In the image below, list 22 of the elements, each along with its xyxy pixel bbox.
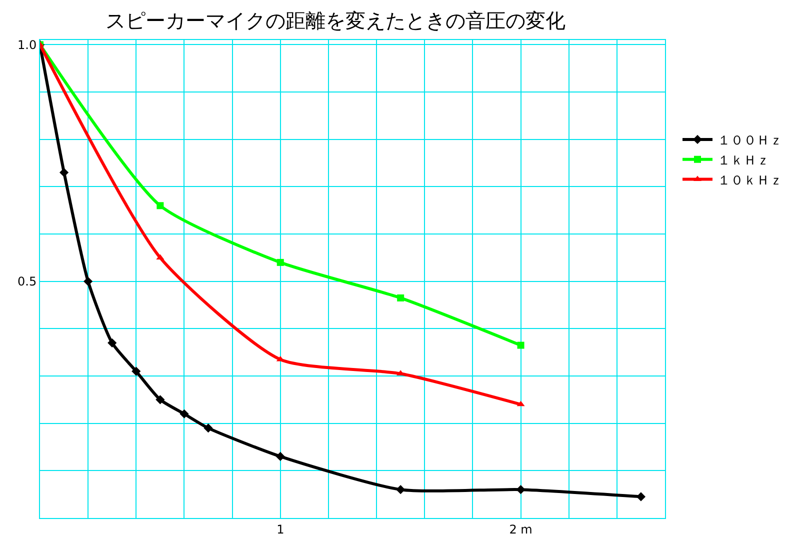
y-tick-label: 0.5: [18, 274, 37, 289]
legend-label: １ｋＨｚ: [718, 153, 770, 168]
x-tick-label: 1: [276, 522, 284, 536]
chart-title: スピーカーマイクの距離を変えたときの音圧の変化: [106, 8, 566, 33]
point: [84, 276, 93, 286]
point: [276, 258, 284, 266]
point: [397, 294, 404, 302]
y-tick-label: 1.0: [18, 38, 37, 52]
point: [180, 409, 189, 418]
point: [636, 492, 646, 502]
legend-label: １０ｋＨｚ: [718, 173, 782, 188]
x-tick-label: 2 m: [509, 522, 532, 536]
point: [108, 338, 117, 348]
legend-label: １００Ｈｚ: [718, 134, 782, 149]
point: [132, 366, 141, 376]
point: [156, 395, 165, 404]
point: [276, 452, 285, 462]
point: [517, 342, 524, 349]
point: [204, 424, 213, 433]
point: [59, 168, 69, 178]
point: [516, 400, 525, 406]
point: [156, 202, 164, 210]
